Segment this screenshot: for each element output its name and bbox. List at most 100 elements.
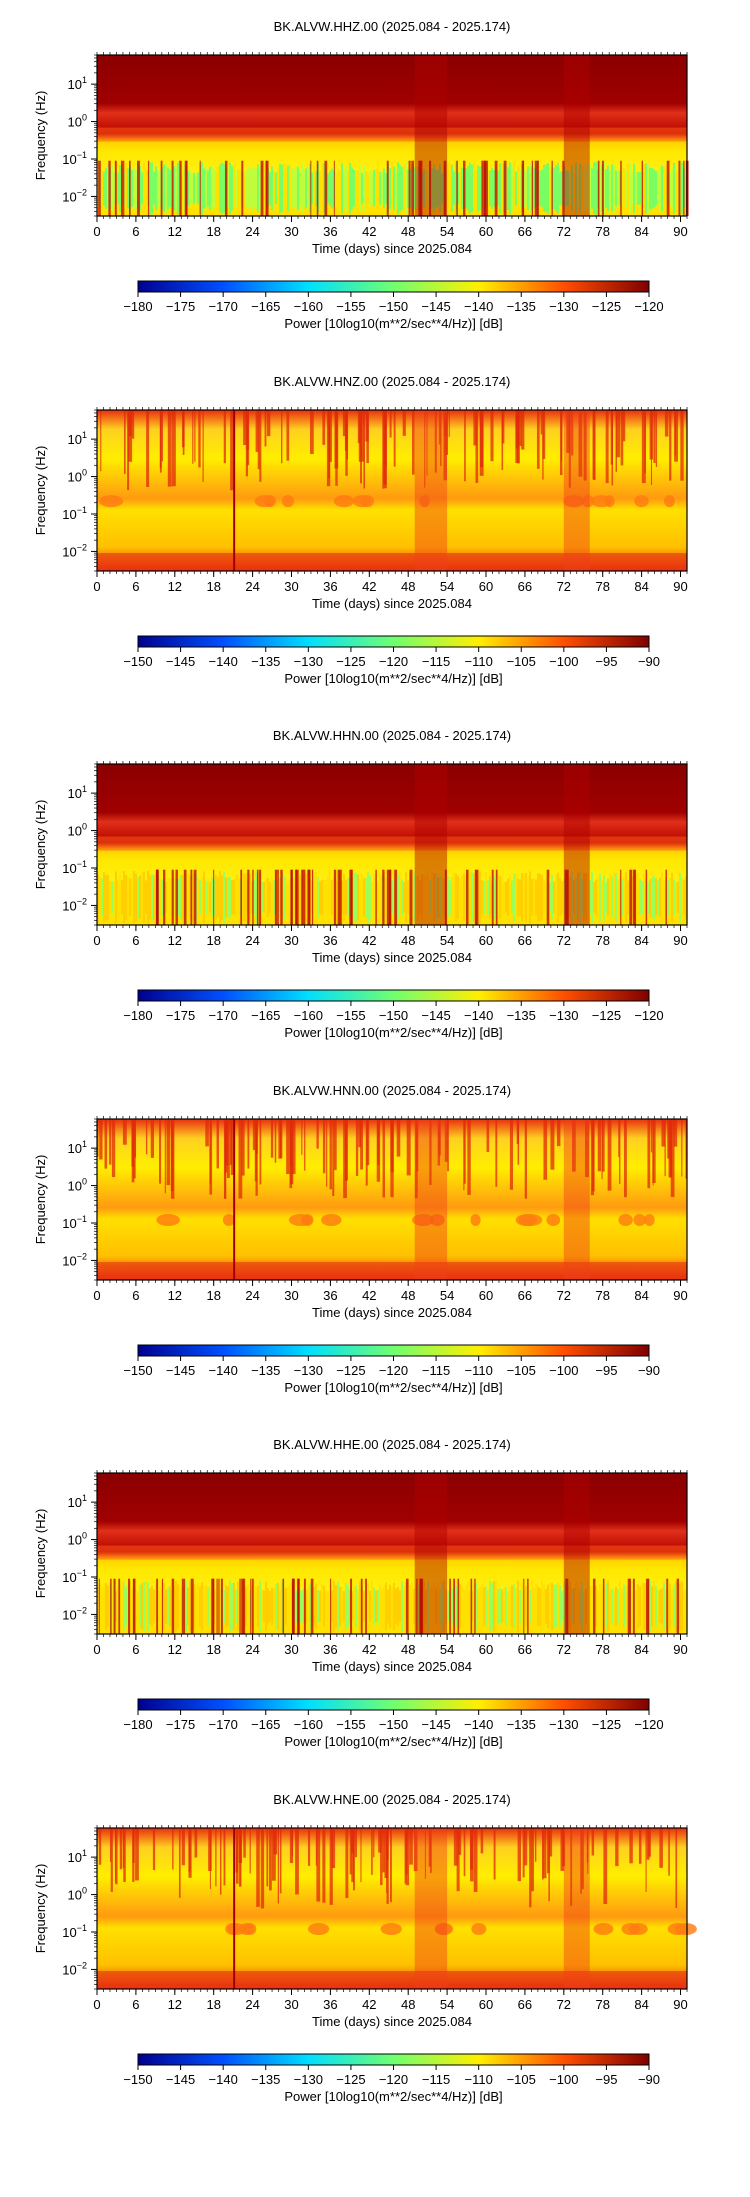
y-tick-label: 101 <box>68 430 87 447</box>
colorbar-tick-label: −135 <box>251 2072 280 2087</box>
x-tick-label: 84 <box>634 1288 648 1303</box>
spectrogram-panel: BK.ALVW.HNE.00 (2025.084 - 2025.174) 0 6 12… <box>33 1792 697 2104</box>
y-tick-label: 10−1 <box>62 1214 87 1231</box>
x-tick-label: 66 <box>518 579 532 594</box>
colorbar-tick-label: −120 <box>379 654 408 669</box>
y-tick-label: 100 <box>68 1531 87 1548</box>
colorbar-tick-label: −145 <box>166 654 195 669</box>
colorbar-tick-label: −125 <box>592 299 621 314</box>
y-tick-label: 10−2 <box>62 1605 87 1622</box>
y-tick-label: 101 <box>68 784 87 801</box>
plot-frame <box>96 1118 688 1281</box>
colorbar-tick-label: −140 <box>464 1717 493 1732</box>
spectrogram-panel: BK.ALVW.HHE.00 (2025.084 - 2025.174) 0 6 12… <box>33 1437 688 1749</box>
colorbar-tick-label: −145 <box>421 1008 450 1023</box>
y-tick-label: 101 <box>68 1139 87 1156</box>
y-tick-label: 100 <box>68 1177 87 1194</box>
colorbar-tick-label: −150 <box>123 1363 152 1378</box>
x-tick-label: 12 <box>168 933 182 948</box>
colorbar-tick-label: −130 <box>549 1717 578 1732</box>
x-tick-label: 84 <box>634 1997 648 2012</box>
x-tick-label: 36 <box>323 1642 337 1657</box>
y-tick-label: 10−1 <box>62 150 87 167</box>
y-tick-label: 10−2 <box>62 1251 87 1268</box>
heatmap <box>97 1119 687 1280</box>
x-tick-label: 90 <box>673 933 687 948</box>
y-tick-label: 10−1 <box>62 505 87 522</box>
y-tick-label: 10−1 <box>62 1923 87 1940</box>
colorbar-tick-label: −175 <box>166 1008 195 1023</box>
y-axis-label: Frequency (Hz) <box>33 800 48 890</box>
colorbar-tick-label: −155 <box>336 299 365 314</box>
y-tick-label: 101 <box>68 1493 87 1510</box>
colorbar-tick-label: −110 <box>465 654 493 669</box>
x-tick-label: 72 <box>557 579 571 594</box>
colorbar-tick-label: −110 <box>465 2072 493 2087</box>
x-tick-label: 24 <box>245 933 259 948</box>
x-tick-label: 18 <box>206 1997 220 2012</box>
x-axis-label: Time (days) since 2025.084 <box>312 950 472 965</box>
x-tick-label: 78 <box>595 933 609 948</box>
colorbar-tick-label: −150 <box>379 299 408 314</box>
y-axis-label: Frequency (Hz) <box>33 1509 48 1599</box>
colorbar-tick-label: −100 <box>549 654 578 669</box>
x-tick-label: 6 <box>132 579 139 594</box>
x-tick-label: 48 <box>401 1288 415 1303</box>
y-tick-label: 101 <box>68 1848 87 1865</box>
colorbar-tick-label: −110 <box>465 1363 493 1378</box>
x-tick-label: 42 <box>362 1997 376 2012</box>
colorbar-tick-label: −150 <box>379 1717 408 1732</box>
x-tick-label: 84 <box>634 224 648 239</box>
colorbar-tick-label: −100 <box>549 2072 578 2087</box>
colorbar: −150 −145 −140 −135 −130 −125 −120 −115 −110 −105… <box>123 1344 660 1395</box>
x-tick-label: 24 <box>245 1997 259 2012</box>
chart-title: BK.ALVW.HHZ.00 (2025.084 - 2025.174) <box>274 19 511 34</box>
colorbar-tick-label: −150 <box>379 1008 408 1023</box>
colorbar-tick-label: −145 <box>166 1363 195 1378</box>
colorbar-tick-label: −180 <box>123 1717 152 1732</box>
x-tick-label: 90 <box>673 1997 687 2012</box>
colorbar: −180 −175 −170 −165 −160 −155 −150 −145 −140 −135… <box>123 1698 664 1749</box>
heatmap <box>97 55 689 216</box>
chart-title: BK.ALVW.HNZ.00 (2025.084 - 2025.174) <box>274 374 511 389</box>
colorbar-tick-label: −130 <box>294 654 323 669</box>
x-tick-label: 30 <box>284 579 298 594</box>
x-axis-label: Time (days) since 2025.084 <box>312 1659 472 1674</box>
colorbar-tick-label: −115 <box>422 2072 450 2087</box>
heatmap <box>97 764 687 925</box>
colorbar-tick-label: −140 <box>209 1363 238 1378</box>
spectrogram-panel: BK.ALVW.HHZ.00 (2025.084 - 2025.174) 0 6 12… <box>33 19 689 331</box>
colorbar-tick-label: −135 <box>251 654 280 669</box>
colorbar-tick-label: −135 <box>251 1363 280 1378</box>
x-tick-label: 42 <box>362 1288 376 1303</box>
x-axis-label: Time (days) since 2025.084 <box>312 2014 472 2029</box>
y-tick-label: 10−2 <box>62 542 87 559</box>
x-tick-label: 54 <box>440 1997 454 2012</box>
x-tick-label: 6 <box>132 224 139 239</box>
x-tick-label: 6 <box>132 1642 139 1657</box>
x-tick-label: 78 <box>595 1642 609 1657</box>
x-tick-label: 0 <box>93 579 100 594</box>
colorbar-tick-label: −95 <box>595 1363 617 1378</box>
colorbar-tick-label: −165 <box>251 1008 280 1023</box>
x-tick-label: 12 <box>168 579 182 594</box>
x-tick-label: 48 <box>401 579 415 594</box>
x-tick-label: 24 <box>245 579 259 594</box>
x-tick-label: 66 <box>518 1288 532 1303</box>
plot-frame <box>96 1827 688 1990</box>
x-tick-label: 84 <box>634 933 648 948</box>
colorbar-tick-label: −125 <box>592 1717 621 1732</box>
colorbar-tick-label: −130 <box>549 1008 578 1023</box>
x-tick-label: 60 <box>479 933 493 948</box>
colorbar-tick-label: −175 <box>166 1717 195 1732</box>
colorbar-tick-label: −170 <box>209 1717 238 1732</box>
colorbar-label: Power [10log10(m**2/sec**4/Hz)] [dB] <box>284 1734 502 1749</box>
x-tick-label: 12 <box>168 224 182 239</box>
x-tick-label: 6 <box>132 1997 139 2012</box>
colorbar-tick-label: −95 <box>595 654 617 669</box>
x-tick-label: 78 <box>595 1288 609 1303</box>
y-tick-label: 10−1 <box>62 859 87 876</box>
x-tick-label: 78 <box>595 224 609 239</box>
colorbar-tick-label: −170 <box>209 1008 238 1023</box>
